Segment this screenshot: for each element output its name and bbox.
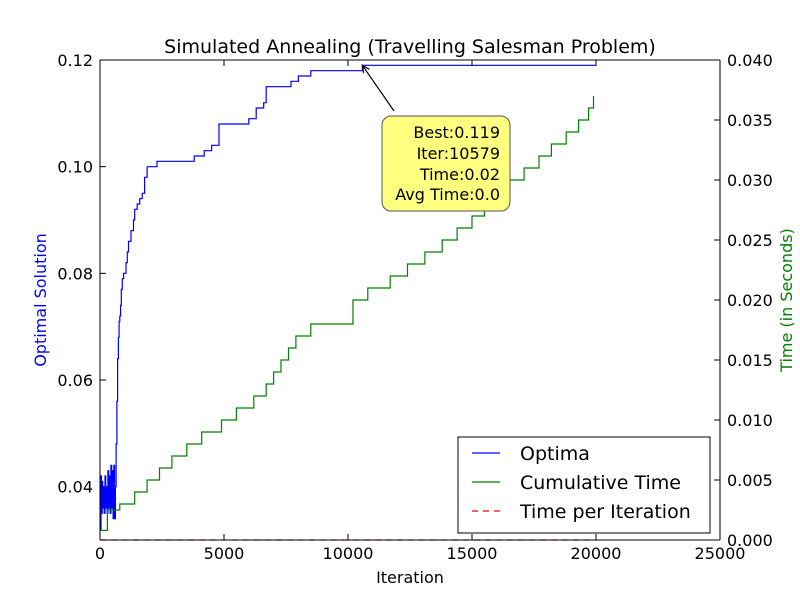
y-right-tick-label: 0.035 (727, 111, 773, 130)
y-right-axis-label: Time (in Seconds) (777, 228, 796, 373)
y-right-tick-label: 0.040 (727, 51, 773, 70)
annotation-avg-time: Avg Time:0.0 (395, 185, 500, 204)
x-tick-label: 10000 (323, 544, 374, 563)
x-tick-label: 20000 (571, 544, 622, 563)
x-tick-label: 15000 (447, 544, 498, 563)
series-line-optima (100, 64, 596, 530)
x-axis-label: Iteration (376, 568, 444, 587)
legend-label-optima: Optima (520, 443, 590, 465)
axis-ticks: 0 5000 10000 15000 20000 25000 0.04 0.06 0.08 0.1… (57, 51, 772, 563)
y-right-tick-label: 0.030 (727, 171, 773, 190)
y-right-tick-label: 0.015 (727, 351, 773, 370)
y-right-tick-label: 0.005 (727, 471, 773, 490)
chart-title: Simulated Annealing (Travelling Salesman… (164, 36, 656, 58)
x-tick-label: 25000 (695, 544, 746, 563)
y-left-tick-label: 0.10 (57, 158, 93, 177)
annotation-box (381, 115, 511, 212)
y-left-tick-label: 0.04 (57, 478, 93, 497)
x-tick-label: 0 (95, 544, 105, 563)
y-right-tick-label: 0.020 (727, 291, 773, 310)
annotation-best: Best:0.119 (413, 123, 500, 142)
annotation-arrowhead (361, 64, 370, 74)
annotation-time: Time:0.02 (419, 165, 500, 184)
y-left-tick-label: 0.12 (57, 51, 93, 70)
y-right-tick-label: 0.025 (727, 231, 773, 250)
y-left-axis-label: Optimal Solution (31, 233, 50, 367)
plot-frame (99, 59, 721, 541)
series-line-cumulative-time (100, 96, 595, 531)
y-right-tick-label: 0.010 (727, 411, 773, 430)
y-right-tick-label: 0.000 (727, 531, 773, 550)
legend-label-time-per-iteration: Time per Iteration (519, 501, 691, 523)
y-left-tick-label: 0.08 (57, 264, 93, 283)
legend-label-cumulative-time: Cumulative Time (520, 472, 681, 494)
annotation-iter: Iter:10579 (417, 144, 500, 163)
annotation-arrow (361, 64, 395, 112)
legend: Optima Cumulative Time Time per Iteratio… (457, 436, 711, 534)
y-left-tick-label: 0.06 (57, 371, 93, 390)
best-annotation: Best:0.119 Iter:10579 Time:0.02 Avg Time… (361, 64, 511, 212)
x-tick-label: 5000 (204, 544, 245, 563)
